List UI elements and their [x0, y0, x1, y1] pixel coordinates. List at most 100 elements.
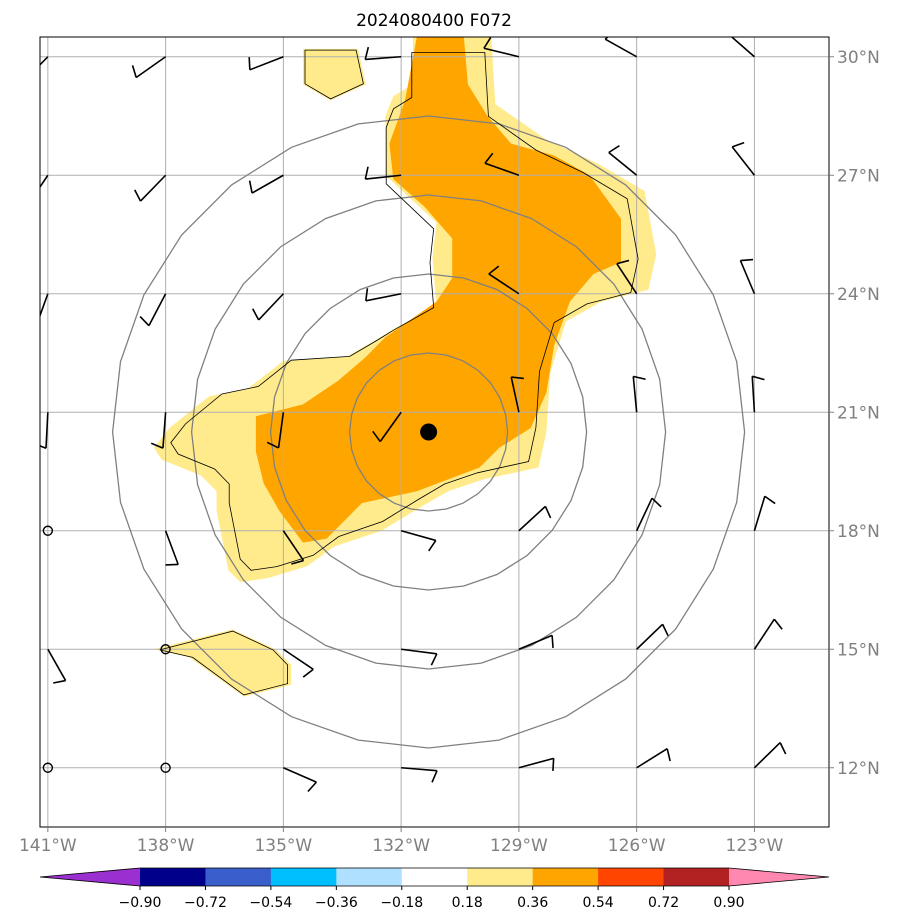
wind-barb-35-shaft: [47, 648, 67, 681]
wind-barb-37-shaft: [282, 648, 314, 671]
shaded-region-0.36-0.54-0: [255, 37, 621, 543]
wind-barb-25-feather: [511, 376, 524, 380]
wind-barb-9-shaft: [251, 174, 284, 194]
wind-barb-40-feather: [661, 623, 669, 637]
y-tick-label-3: 21°N: [837, 403, 880, 423]
x-tick-label-4: 129°W: [490, 836, 548, 856]
x-tick-label-2: 135°W: [254, 836, 312, 856]
colorbar-segment-1: [205, 868, 272, 886]
wind-barb-23: [266, 412, 285, 449]
wind-barb-47-shaft: [636, 748, 668, 769]
center-marker-dot: [420, 423, 438, 441]
wind-barb-20: [739, 258, 756, 295]
contour-line-2: [159, 630, 289, 696]
wind-barb-13-feather: [731, 141, 745, 148]
wind-barb-5-shaft: [604, 38, 638, 58]
wind-barb-32-feather: [544, 506, 552, 519]
colorbar-segment-8: [663, 868, 730, 886]
wind-barb-6-feather: [727, 27, 738, 33]
colorbar-segment-0: [140, 868, 206, 886]
wind-barb-43: [160, 762, 171, 773]
wind-barb-31: [400, 529, 437, 552]
wind-barb-33: [635, 497, 662, 532]
wind-barb-39-shaft: [518, 634, 553, 650]
wind-barb-35-feather: [53, 679, 66, 684]
x-tick-label-5: 126°W: [608, 836, 666, 856]
wind-barb-8: [134, 174, 167, 202]
wind-barb-2-shaft: [249, 56, 284, 71]
wind-barb-0: [17, 56, 49, 82]
wind-barb-30-feather: [291, 559, 304, 565]
wind-barb-20-feather: [740, 258, 754, 262]
range-ring-8deg: [111, 115, 746, 749]
wind-barb-19-shaft: [616, 263, 638, 295]
wind-barb-13: [731, 141, 756, 176]
wind-barb-34: [753, 495, 776, 531]
colorbar-tick-label-5: 0.18: [452, 895, 483, 911]
wind-barb-18-feather: [488, 265, 500, 275]
wind-barb-32-shaft: [518, 505, 546, 532]
wind-barb-5-feather: [604, 37, 609, 40]
wind-barb-4: [483, 37, 520, 58]
wind-barb-44-shaft: [283, 767, 317, 783]
y-axis-ticks: 30°N 27°N 24°N 21°N 18°N 15°N 12°N: [829, 48, 880, 779]
wind-barb-44: [283, 767, 317, 793]
y-tick-label-1: 27°N: [837, 166, 880, 186]
colorbar: −0.90 −0.72 −0.54 −0.36 −0.18 0.18 0.36 0.54 0.7…: [39, 867, 830, 911]
wind-barb-26: [632, 375, 646, 413]
wind-barb-7-shaft: [40, 174, 49, 189]
wind-barb-46: [518, 757, 555, 772]
plot-frame: [39, 36, 830, 828]
wind-barb-41-shaft: [753, 618, 775, 650]
chart-title: 2024080400 F072: [356, 11, 512, 31]
wind-barb-8-shaft: [139, 174, 167, 202]
wind-barb-12: [608, 145, 638, 176]
wind-barb-26-shaft: [632, 376, 638, 413]
wind-barb-3-shaft: [365, 55, 402, 61]
wind-barb-47: [636, 748, 671, 769]
wind-barb-3-feather: [364, 46, 370, 60]
wind-barb-15-feather: [139, 316, 150, 327]
wind-barb-9-feather: [248, 180, 253, 194]
wind-barb-37-feather: [302, 668, 314, 678]
wind-barb-24-feather: [372, 430, 381, 443]
wind-barb-47-feather: [666, 748, 671, 762]
range-ring-2deg: [348, 352, 509, 512]
storm-center: [420, 423, 438, 441]
wind-barb-17: [365, 288, 402, 302]
colorbar-tick-label-4: −0.18: [380, 895, 423, 911]
colorbar-segment-4: [401, 868, 468, 886]
wind-barb-45: [401, 766, 438, 783]
wind-barb-10-feather: [364, 166, 369, 180]
wind-barb-48: [753, 742, 787, 769]
y-tick-label-5: 15°N: [837, 640, 880, 660]
wind-barb-38: [401, 648, 438, 666]
colorbar-tick-label-0: −0.90: [119, 895, 162, 911]
wind-barb-35: [47, 648, 67, 684]
shaded-region-0.18-0.36-1: [303, 48, 366, 101]
wind-barb-22-shaft: [162, 412, 167, 449]
wind-barb-39: [518, 634, 554, 650]
wind-barb-0-feather: [17, 71, 23, 82]
wind-barb-44-feather: [307, 781, 317, 793]
wind-barb-36: [160, 644, 171, 655]
wind-barb-33-feather: [651, 497, 662, 508]
wind-barb-5: [604, 37, 638, 58]
wind-barb-38-feather: [430, 653, 438, 666]
wind-barb-31-feather: [428, 540, 437, 552]
wind-barb-27: [751, 375, 765, 413]
colorbar-tick-label-2: −0.54: [249, 895, 292, 911]
wind-barb-1-feather: [131, 65, 137, 78]
wind-barb-14-shaft: [40, 293, 49, 318]
colorbar-segment-5: [467, 868, 534, 886]
wind-barb-2-feather: [248, 57, 251, 70]
colorbar-segment-7: [598, 868, 665, 886]
wind-barb-18-shaft: [488, 273, 520, 295]
wind-barb-33-shaft: [635, 497, 653, 532]
wind-barb-48-feather: [779, 742, 787, 755]
wind-barb-26-feather: [633, 375, 646, 381]
wind-barb-23-shaft: [277, 412, 285, 449]
wind-barb-42: [42, 762, 54, 773]
wind-barb-45-shaft: [401, 766, 438, 772]
